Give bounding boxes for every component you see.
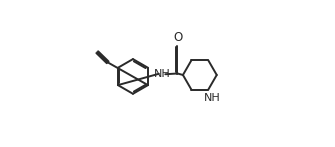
Text: NH: NH <box>204 93 220 103</box>
Text: O: O <box>174 31 183 44</box>
Text: NH: NH <box>154 69 171 79</box>
